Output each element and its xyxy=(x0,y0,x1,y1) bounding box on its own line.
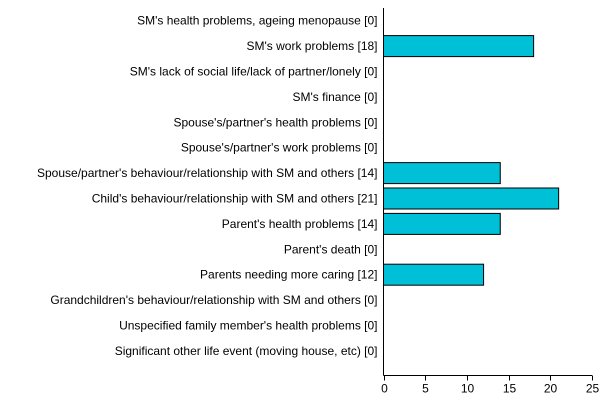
category-label: Significant other life event (moving hou… xyxy=(115,344,378,358)
category-label: Parent's death [0] xyxy=(284,242,378,256)
bar xyxy=(383,187,560,210)
category-label: SM's health problems, ageing menopause [… xyxy=(137,14,377,28)
bar xyxy=(383,35,535,58)
x-tick-label: 0 xyxy=(381,382,388,396)
bars-group xyxy=(383,35,560,286)
category-label: Spouse/partner's behaviour/relationship … xyxy=(37,166,378,180)
category-label: SM's lack of social life/lack of partner… xyxy=(130,65,378,79)
category-label: Spouse's/partner's health problems [0] xyxy=(173,115,377,129)
category-labels-group: SM's health problems, ageing menopause [… xyxy=(37,14,378,358)
category-label: Spouse's/partner's work problems [0] xyxy=(181,141,378,155)
category-label: SM's finance [0] xyxy=(293,90,378,104)
x-tick-label: 10 xyxy=(461,382,475,396)
bar xyxy=(383,162,501,185)
category-label: SM's work problems [18] xyxy=(247,39,378,53)
bar xyxy=(383,263,485,286)
category-label: Grandchildren's behaviour/relationship w… xyxy=(50,293,377,307)
category-label: Unspecified family member's health probl… xyxy=(119,319,377,333)
x-tick-label: 5 xyxy=(422,382,429,396)
x-tick-label: 15 xyxy=(503,382,517,396)
category-label: Parents needing more caring [12] xyxy=(200,268,377,282)
bar xyxy=(383,212,501,235)
x-ticks-group: 0 5 10 15 20 25 xyxy=(381,375,600,396)
x-tick-label: 25 xyxy=(586,382,600,396)
category-label: Parent's health problems [14] xyxy=(222,217,378,231)
x-tick-label: 20 xyxy=(544,382,558,396)
category-label: Child's behaviour/relationship with SM a… xyxy=(92,192,378,206)
